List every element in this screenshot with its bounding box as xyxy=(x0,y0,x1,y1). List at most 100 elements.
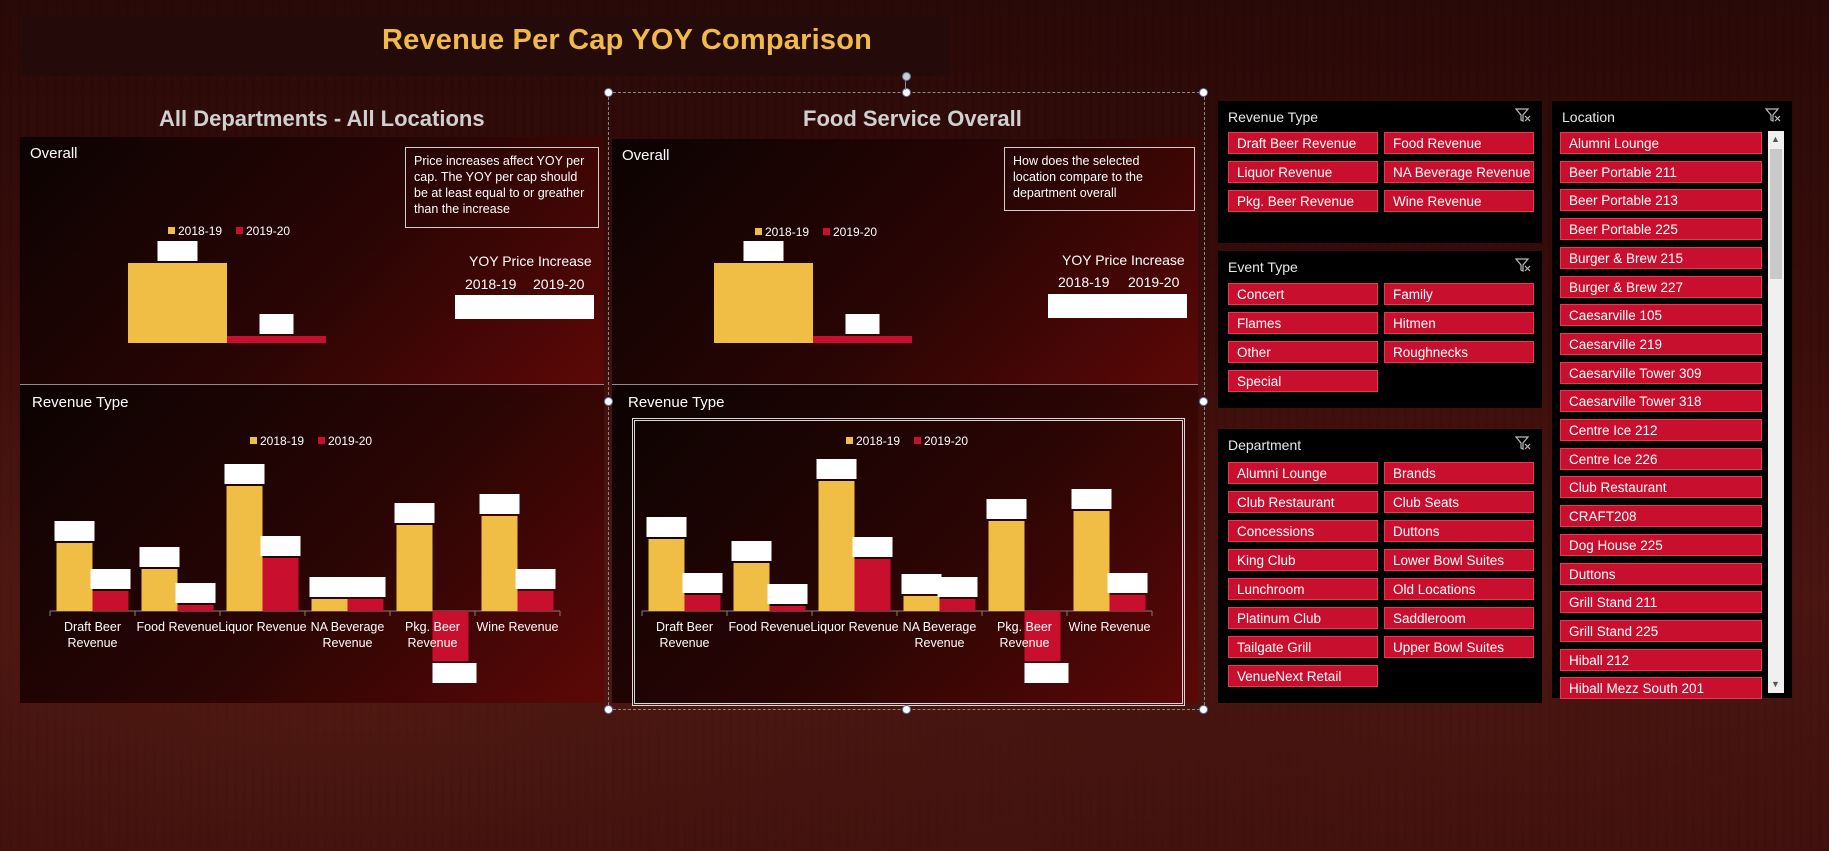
slicer-item[interactable]: Special xyxy=(1228,370,1378,392)
slicer-item[interactable]: Roughnecks xyxy=(1384,341,1534,363)
slicer-item[interactable]: Family xyxy=(1384,283,1534,305)
slicer-item[interactable]: Beer Portable 211 xyxy=(1560,160,1762,183)
data-label-2018-19 xyxy=(157,241,198,261)
selected-chart-frame[interactable] xyxy=(632,418,1185,706)
slicer-item[interactable]: Upper Bowl Suites xyxy=(1384,636,1534,658)
legend-swatch-2018-19 xyxy=(250,437,257,444)
slicer-item[interactable]: Concert xyxy=(1228,283,1378,305)
data-label xyxy=(852,537,893,557)
rotate-handle[interactable] xyxy=(902,72,911,81)
clear-filter-icon[interactable] xyxy=(1514,435,1532,451)
slicer-item[interactable]: Tailgate Grill xyxy=(1228,636,1378,658)
slicer-item[interactable]: King Club xyxy=(1228,549,1378,571)
slicer-item[interactable]: Platinum Club xyxy=(1228,607,1378,629)
slicer-item[interactable]: Beer Portable 213 xyxy=(1560,189,1762,212)
scroll-up-icon[interactable]: ▲ xyxy=(1771,134,1780,144)
slicer-item[interactable]: Burger & Brew 227 xyxy=(1560,275,1762,298)
legend-swatch-2018-19 xyxy=(846,437,853,444)
slicer-item[interactable]: Caesarville Tower 318 xyxy=(1560,390,1762,413)
slicer-item[interactable]: Draft Beer Revenue xyxy=(1228,132,1378,154)
slicer-item[interactable]: Lower Bowl Suites xyxy=(1384,549,1534,571)
slicer-item[interactable]: Club Restaurant xyxy=(1560,476,1762,499)
slicer-item[interactable]: Other xyxy=(1228,341,1378,363)
title-bar xyxy=(22,16,950,76)
clear-filter-icon[interactable] xyxy=(1514,107,1532,123)
slicer-item[interactable]: Alumni Lounge xyxy=(1560,132,1762,154)
left-overall-chart: Overall Price increases affect YOY per c… xyxy=(20,137,604,384)
data-label xyxy=(260,536,301,556)
price-increase-note: Price increases affect YOY per cap. The … xyxy=(405,147,599,228)
bar-2019-20-2 xyxy=(854,559,891,611)
revenue-type-bar-chart: 2018-19 2019-20 Draft Beer Revenue Food Reve… xyxy=(641,434,1153,683)
resize-handle-bl[interactable] xyxy=(604,705,613,714)
location-scrollbar[interactable]: ▲ ▼ xyxy=(1768,131,1784,693)
resize-handle-tl[interactable] xyxy=(604,88,613,97)
data-label xyxy=(986,499,1027,519)
slicer-item[interactable]: Caesarville 219 xyxy=(1560,332,1762,355)
category-label: Draft Beer Revenue xyxy=(64,620,121,650)
data-label-2019-20 xyxy=(845,314,880,334)
slicer-item[interactable]: Hiball Mezz South 201 xyxy=(1560,677,1762,700)
data-label xyxy=(901,574,942,594)
slicer-item[interactable]: Duttons xyxy=(1384,520,1534,542)
slicer-item[interactable]: Grill Stand 225 xyxy=(1560,619,1762,642)
slicer-item[interactable]: Flames xyxy=(1228,312,1378,334)
selection-frame[interactable] xyxy=(608,92,1205,710)
slicer-item[interactable]: Old Locations xyxy=(1384,578,1534,600)
resize-handle-tr[interactable] xyxy=(1199,88,1208,97)
resize-handle-top[interactable] xyxy=(902,88,911,97)
slicer-item[interactable]: Burger & Brew 215 xyxy=(1560,246,1762,269)
slicer-title: Revenue Type xyxy=(1228,109,1319,125)
category-label: Food Revenue xyxy=(136,620,218,634)
slicer-item[interactable]: NA Beverage Revenue xyxy=(1384,161,1534,183)
data-label xyxy=(1024,663,1069,683)
resize-handle-right[interactable] xyxy=(1199,397,1208,406)
slicer-item[interactable]: Brands xyxy=(1384,462,1534,484)
slicer-item[interactable]: Pkg. Beer Revenue xyxy=(1228,190,1378,212)
resize-handle-br[interactable] xyxy=(1199,705,1208,714)
data-label xyxy=(432,663,477,683)
overall-label: Overall xyxy=(30,145,78,162)
slicer-item[interactable]: Liquor Revenue xyxy=(1228,161,1378,183)
slicer-item[interactable]: CRAFT208 xyxy=(1560,505,1762,528)
slicer-item[interactable]: Club Seats xyxy=(1384,491,1534,513)
resize-handle-left[interactable] xyxy=(604,397,613,406)
scroll-down-icon[interactable]: ▼ xyxy=(1771,679,1780,689)
bar-2018-19 xyxy=(714,263,813,343)
food-panel-title: Food Service Overall xyxy=(803,106,1022,131)
slicer-item[interactable]: Food Revenue xyxy=(1384,132,1534,154)
bar-2018-19 xyxy=(128,263,227,343)
slicer-item[interactable]: Duttons xyxy=(1560,562,1762,585)
data-label xyxy=(1107,573,1148,593)
bar-2018-19-1 xyxy=(733,563,770,611)
category-label: NA Beverage Revenue xyxy=(903,620,977,650)
clear-filter-icon[interactable] xyxy=(1514,257,1532,273)
slicer-item[interactable]: Hitmen xyxy=(1384,312,1534,334)
location-slicer: Location Alumni Lounge Beer Portable 211 B… xyxy=(1552,101,1792,700)
slicer-item[interactable]: Centre Ice 226 xyxy=(1560,447,1762,470)
slicer-item[interactable]: VenueNext Retail xyxy=(1228,665,1378,687)
slicer-item[interactable]: Club Restaurant xyxy=(1228,491,1378,513)
slicer-item[interactable]: Alumni Lounge xyxy=(1228,462,1378,484)
slicer-item[interactable]: Caesarville 105 xyxy=(1560,304,1762,327)
bar-2018-19-2 xyxy=(818,481,855,611)
category-label: Wine Revenue xyxy=(1069,620,1151,634)
clear-filter-icon[interactable] xyxy=(1764,107,1782,123)
slicer-item[interactable]: Centre Ice 212 xyxy=(1560,419,1762,441)
scrollbar-thumb[interactable] xyxy=(1770,149,1782,279)
bar-2018-19-0 xyxy=(648,539,685,611)
bar-2019-20-0 xyxy=(92,591,129,611)
slicer-item[interactable]: Hiball 212 xyxy=(1560,648,1762,671)
slicer-item[interactable]: Beer Portable 225 xyxy=(1560,218,1762,241)
slicer-item[interactable]: Concessions xyxy=(1228,520,1378,542)
bar-2019-20-1 xyxy=(177,605,214,611)
slicer-item[interactable]: Saddleroom xyxy=(1384,607,1534,629)
slicer-item[interactable]: Wine Revenue xyxy=(1384,190,1534,212)
legend-label-2018-19: 2018-19 xyxy=(765,225,809,239)
department-slicer: Department Alumni Lounge Brands Club Resta… xyxy=(1218,429,1542,703)
slicer-item[interactable]: Lunchroom xyxy=(1228,578,1378,600)
slicer-item[interactable]: Grill Stand 211 xyxy=(1560,591,1762,614)
slicer-item[interactable]: Dog House 225 xyxy=(1560,533,1762,556)
resize-handle-bottom[interactable] xyxy=(902,705,911,714)
slicer-item[interactable]: Caesarville Tower 309 xyxy=(1560,361,1762,384)
